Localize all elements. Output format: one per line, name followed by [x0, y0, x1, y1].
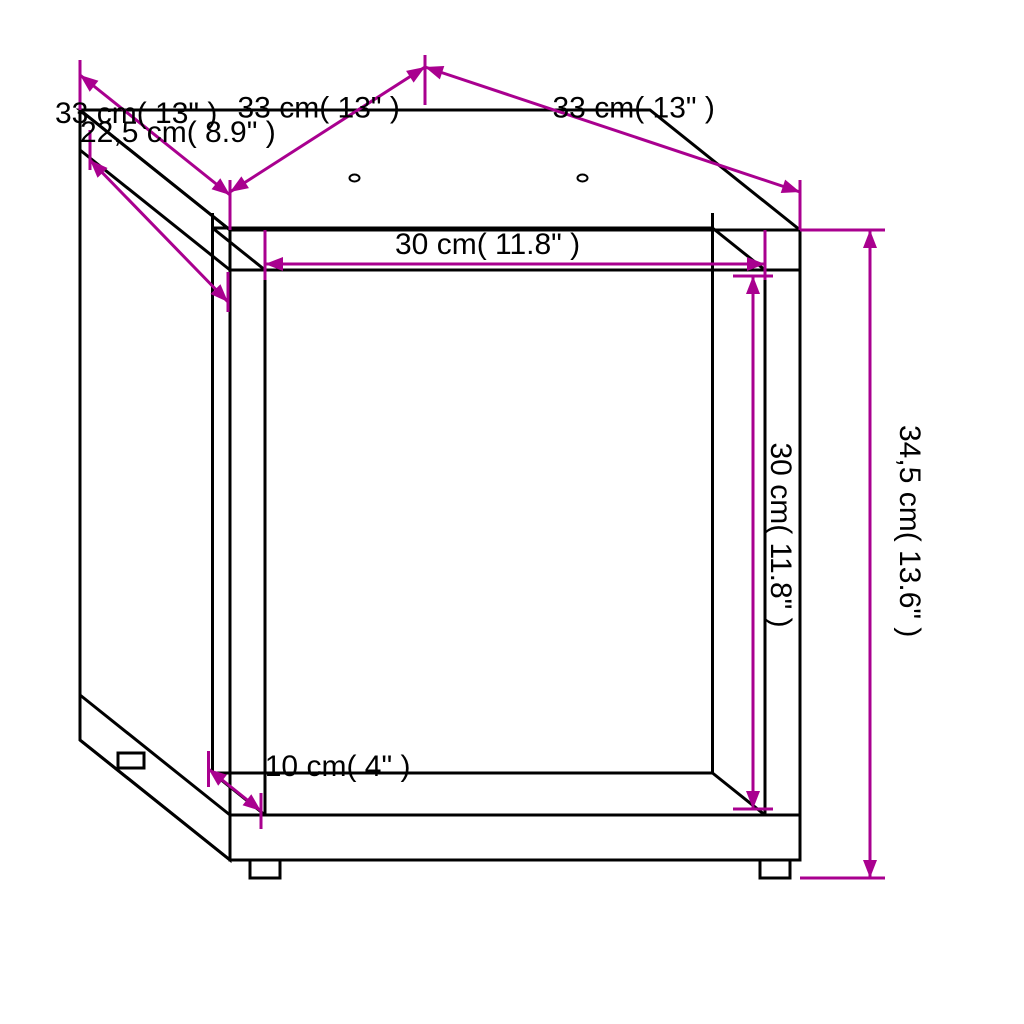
svg-text:33 cm( 13" ): 33 cm( 13" ) [553, 92, 715, 125]
svg-text:34,5 cm( 13.6" ): 34,5 cm( 13.6" ) [893, 425, 926, 637]
svg-text:10 cm( 4" ): 10 cm( 4" ) [265, 750, 411, 783]
svg-text:30 cm( 11.8" ): 30 cm( 11.8" ) [764, 443, 797, 628]
svg-text:30 cm( 11.8" ): 30 cm( 11.8" ) [395, 228, 580, 261]
svg-text:22,5 cm( 8.9" ): 22,5 cm( 8.9" ) [80, 116, 276, 149]
